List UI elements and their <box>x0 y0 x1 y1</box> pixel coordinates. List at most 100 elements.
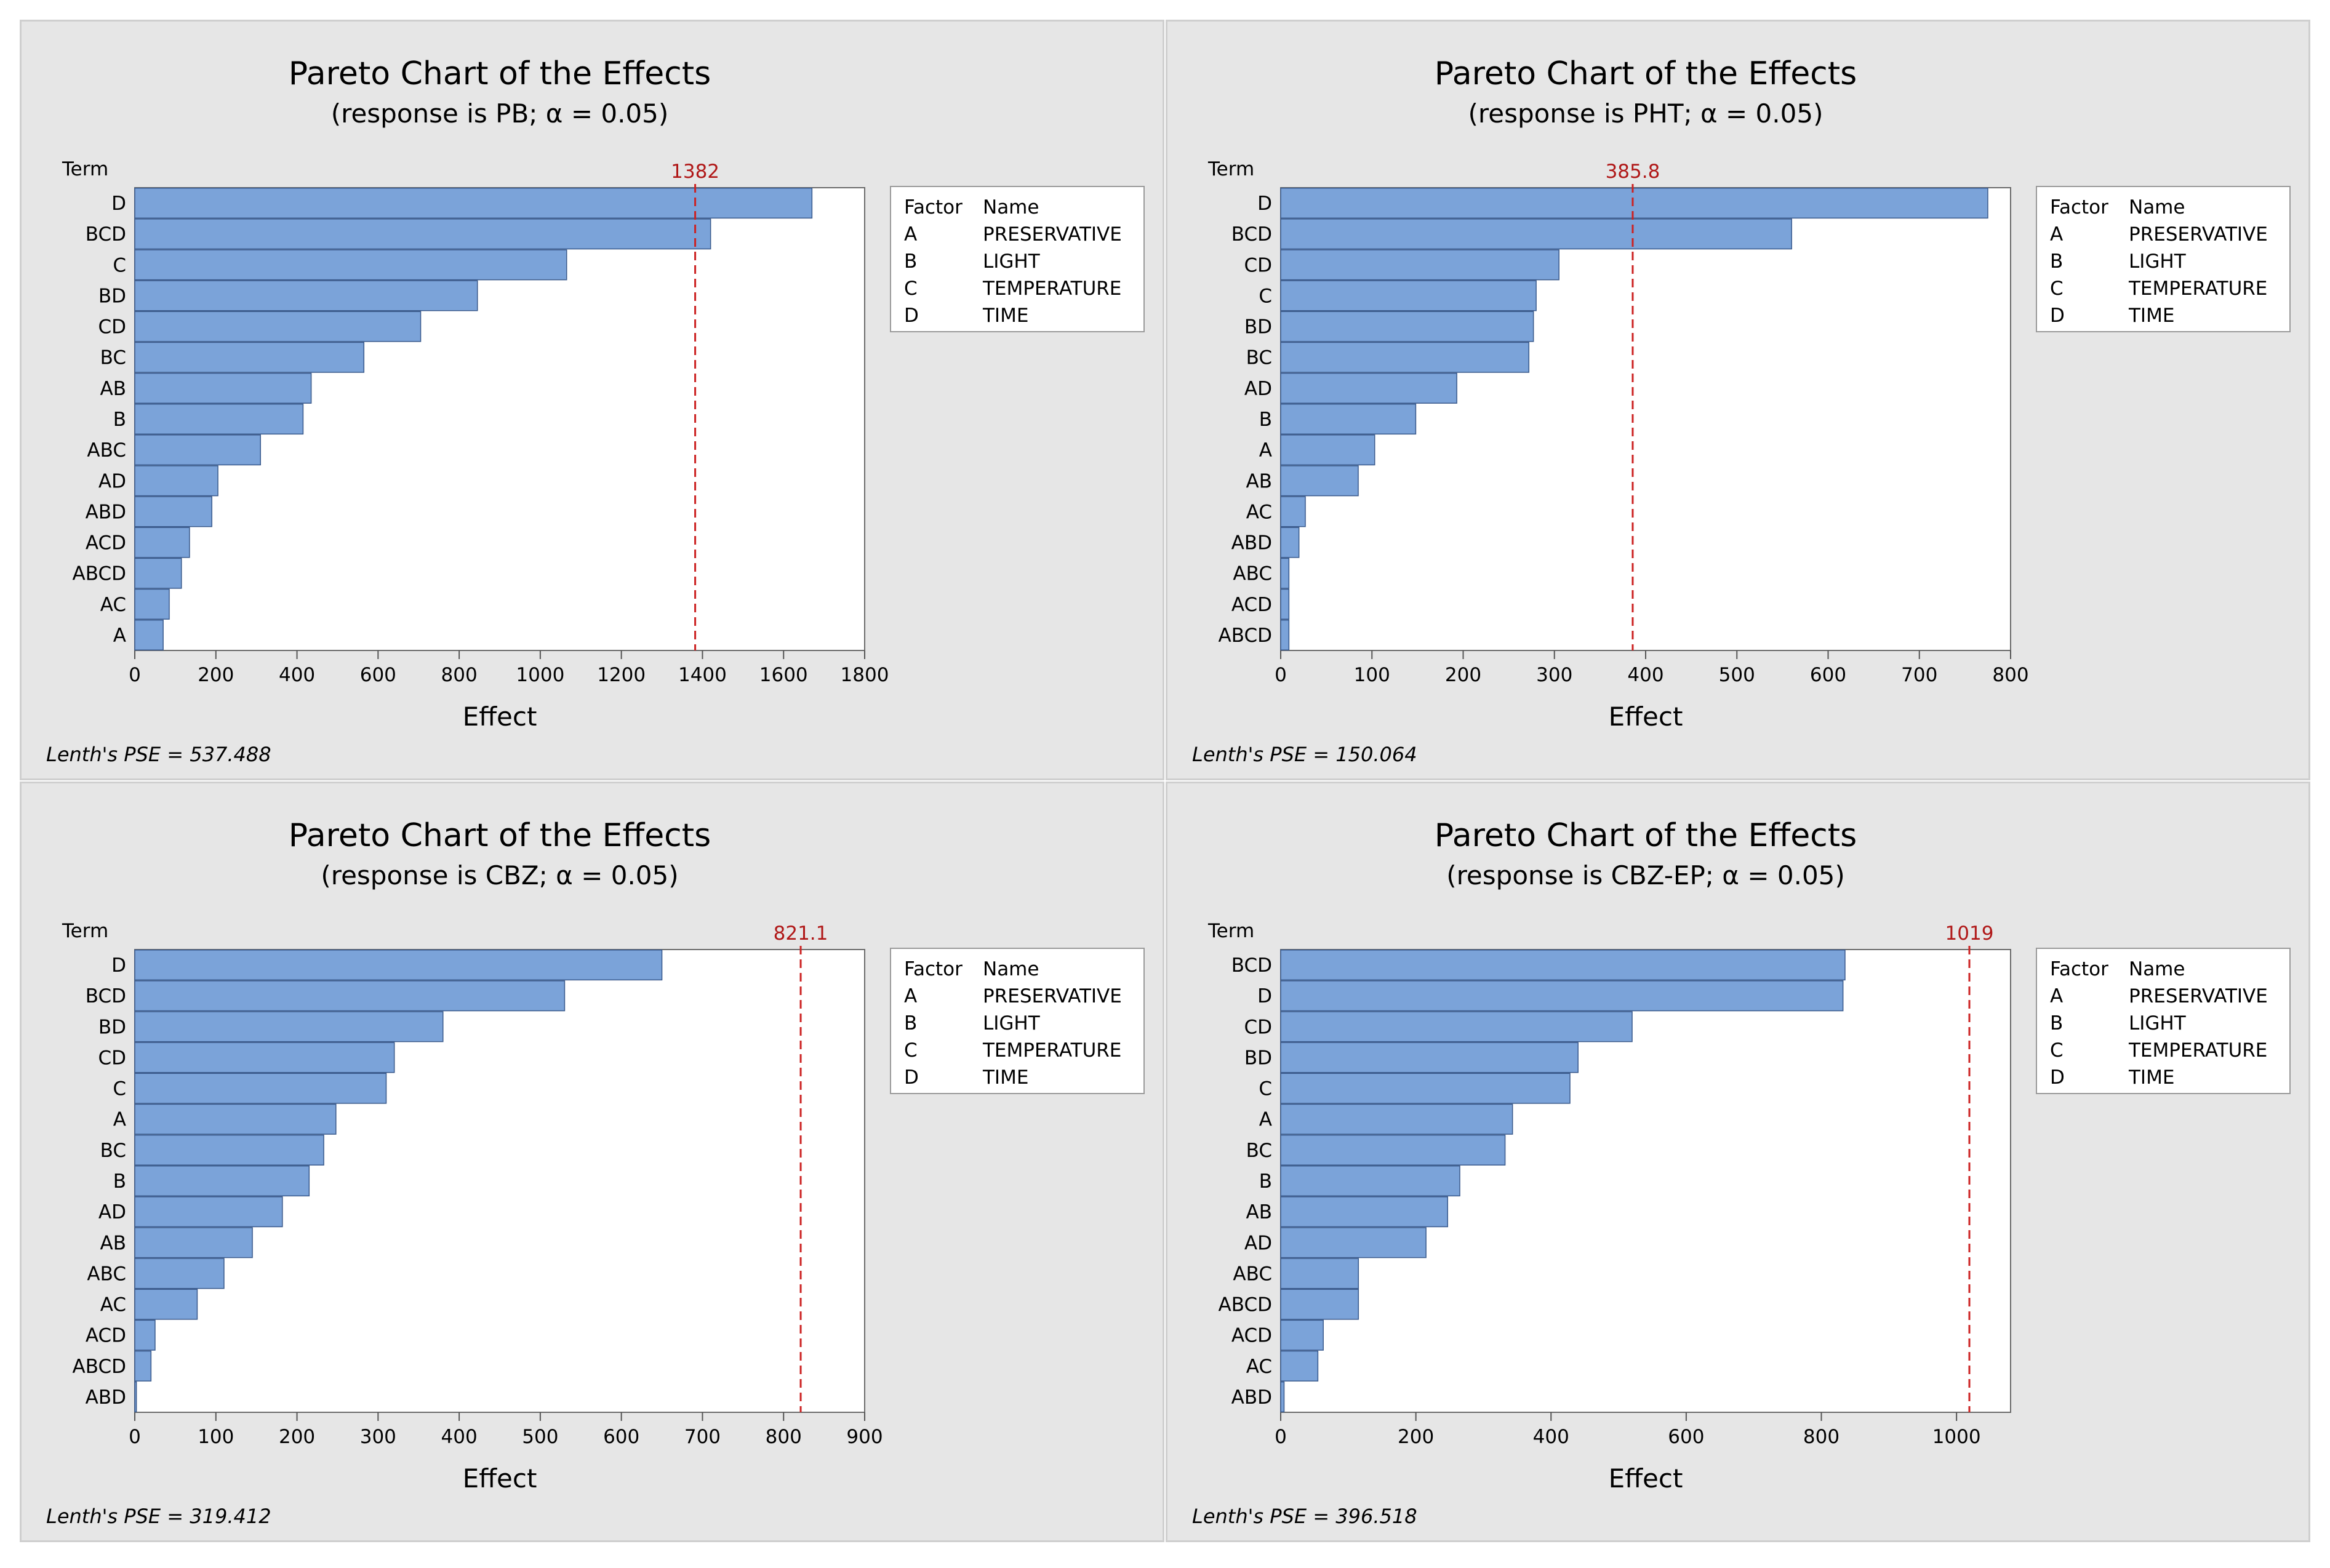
legend-factor: C <box>904 1039 918 1062</box>
legend-box <box>890 186 1145 332</box>
legend-name: TIME <box>2128 305 2174 327</box>
effect-bar <box>1280 342 1529 373</box>
effect-bar <box>134 496 212 527</box>
term-label: ABC <box>87 439 126 462</box>
x-tick-label: 1000 <box>516 664 564 686</box>
legend-factor: D <box>904 1066 919 1089</box>
term-label: BD <box>98 1016 126 1038</box>
chart-title: Pareto Chart of the Effects <box>289 55 711 92</box>
effect-bar <box>134 1258 225 1289</box>
legend-name: PRESERVATIVE <box>983 985 1122 1007</box>
term-label: AD <box>1244 378 1272 400</box>
effect-bar <box>1280 1350 1319 1382</box>
x-tick-label: 800 <box>1803 1426 1840 1448</box>
term-label: BCD <box>86 985 126 1007</box>
effect-bar <box>1280 1319 1324 1351</box>
legend-factor: D <box>2050 1066 2065 1089</box>
x-tick-label: 0 <box>129 1426 141 1448</box>
term-label: B <box>113 1170 126 1193</box>
effect-bar <box>134 434 262 466</box>
x-tick-label: 500 <box>522 1426 558 1448</box>
term-label: B <box>1259 409 1272 431</box>
term-label: AD <box>98 1201 126 1223</box>
effect-bar <box>134 558 182 589</box>
term-label: C <box>113 254 126 276</box>
effect-bar <box>134 1011 444 1042</box>
legend-name: PRESERVATIVE <box>2129 985 2268 1007</box>
term-label: C <box>1259 1078 1272 1100</box>
term-label: CD <box>98 1047 126 1069</box>
effect-bar <box>134 1381 137 1412</box>
x-axis-title: Effect <box>1609 702 1683 732</box>
x-tick-label: 100 <box>198 1426 234 1448</box>
effect-bar <box>1280 188 1988 219</box>
term-label: D <box>1257 193 1272 215</box>
legend-name: PRESERVATIVE <box>983 223 1122 246</box>
effect-bar <box>134 218 711 250</box>
x-tick-label: 300 <box>1536 664 1572 686</box>
legend-box <box>2036 186 2291 332</box>
effect-bar <box>134 1103 337 1135</box>
lenth-pse-footnote: Lenth's PSE = 396.518 <box>1192 1505 1417 1528</box>
legend-header-factor: Factor <box>2050 958 2108 980</box>
effect-bar <box>134 188 813 219</box>
term-label: BC <box>1246 347 1272 369</box>
x-tick-label: 1800 <box>841 664 889 686</box>
effect-bar <box>134 342 365 373</box>
legend-header-name: Name <box>2129 196 2185 218</box>
x-tick-label: 400 <box>279 664 315 686</box>
effect-bar <box>134 1165 310 1197</box>
lenth-pse-footnote: Lenth's PSE = 150.064 <box>1192 743 1417 766</box>
term-label: A <box>1259 439 1272 462</box>
x-axis-title: Effect <box>463 1463 537 1494</box>
term-label: CD <box>98 316 126 338</box>
term-label: B <box>1259 1170 1272 1193</box>
term-label: AB <box>1246 1201 1272 1223</box>
term-label: A <box>113 1109 126 1131</box>
effect-bar <box>1280 1011 1633 1042</box>
term-label: ABCD <box>1219 1294 1272 1316</box>
legend-name: LIGHT <box>983 1012 1041 1034</box>
reference-value-label: 821.1 <box>774 922 828 945</box>
legend-factor: B <box>2050 250 2063 273</box>
term-label: ABC <box>1233 1263 1272 1285</box>
term-label: D <box>1257 985 1272 1007</box>
term-label: ABC <box>1233 563 1272 585</box>
term-label: AC <box>100 1294 126 1316</box>
term-label: CD <box>1244 254 1272 276</box>
effect-bar <box>1280 496 1306 527</box>
legend-factor: B <box>904 1012 917 1034</box>
x-tick-label: 700 <box>1901 664 1937 686</box>
x-tick-label: 1400 <box>678 664 727 686</box>
term-label: BC <box>100 347 126 369</box>
effect-bar <box>134 980 566 1012</box>
term-label: ACD <box>1231 1325 1272 1347</box>
legend-factor: C <box>2050 278 2064 300</box>
effect-bar <box>1280 1227 1427 1258</box>
legend-name: TEMPERATURE <box>982 278 1121 300</box>
term-label: ABD <box>86 1386 126 1409</box>
chart-title: Pareto Chart of the Effects <box>1435 817 1857 854</box>
legend-name: TEMPERATURE <box>2128 1039 2267 1062</box>
y-axis-title: Term <box>62 920 108 942</box>
effect-bar <box>134 465 218 497</box>
legend-name: TEMPERATURE <box>2128 278 2267 300</box>
pareto-chart-panel: Pareto Chart of the Effects (response is … <box>1166 20 2310 780</box>
term-label: ABD <box>86 501 126 523</box>
x-tick-label: 900 <box>846 1426 883 1448</box>
legend-header-name: Name <box>2129 958 2185 980</box>
effect-bar <box>134 1042 395 1073</box>
x-tick-label: 800 <box>766 1426 802 1448</box>
legend-box <box>890 948 1145 1094</box>
term-label: A <box>113 625 126 647</box>
effect-bar <box>134 588 170 620</box>
x-tick-label: 100 <box>1354 664 1390 686</box>
x-tick-label: 0 <box>1275 664 1287 686</box>
factor-legend: Factor Name A PRESERVATIVE B LIGHT C TEMPERATUR… <box>890 186 1145 332</box>
x-tick-label: 400 <box>1533 1426 1569 1448</box>
legend-name: TIME <box>982 1066 1028 1089</box>
effect-bar <box>1280 403 1417 435</box>
pareto-chart-panel: Pareto Chart of the Effects (response is … <box>20 20 1164 780</box>
term-label: ACD <box>1231 594 1272 616</box>
